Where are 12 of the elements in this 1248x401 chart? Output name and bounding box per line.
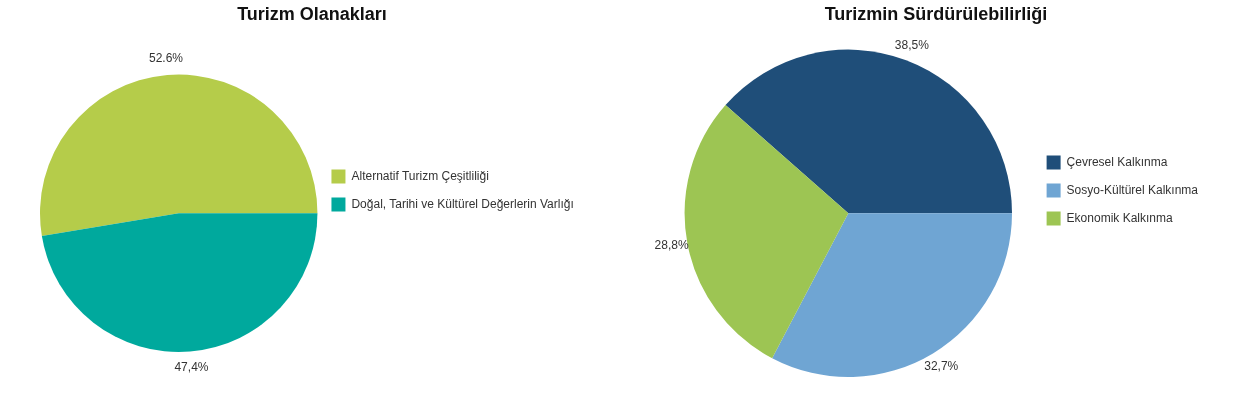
legend-label: Çevresel Kalkınma	[1066, 154, 1168, 169]
legend-label: Alternatif Turizm Çeşitliliği	[351, 168, 489, 183]
data-label: 52.6%	[148, 51, 184, 66]
legend-label: Ekonomik Kalkınma	[1066, 210, 1173, 225]
legend-label: Doğal, Tarihi ve Kültürel Değerlerin Varlığı	[351, 196, 574, 211]
data-label: 28,8%	[654, 238, 689, 253]
data-label: 38,5%	[894, 37, 930, 52]
legend-label: Sosyo-Kültürel Kalkınma	[1066, 182, 1199, 197]
chart-title: Turizm Olanakları	[237, 3, 387, 24]
data-label: 32,7%	[924, 359, 959, 374]
data-label: 47,4%	[174, 359, 209, 374]
chart-title: Turizmin Sürdürülebilirliği	[824, 3, 1048, 24]
